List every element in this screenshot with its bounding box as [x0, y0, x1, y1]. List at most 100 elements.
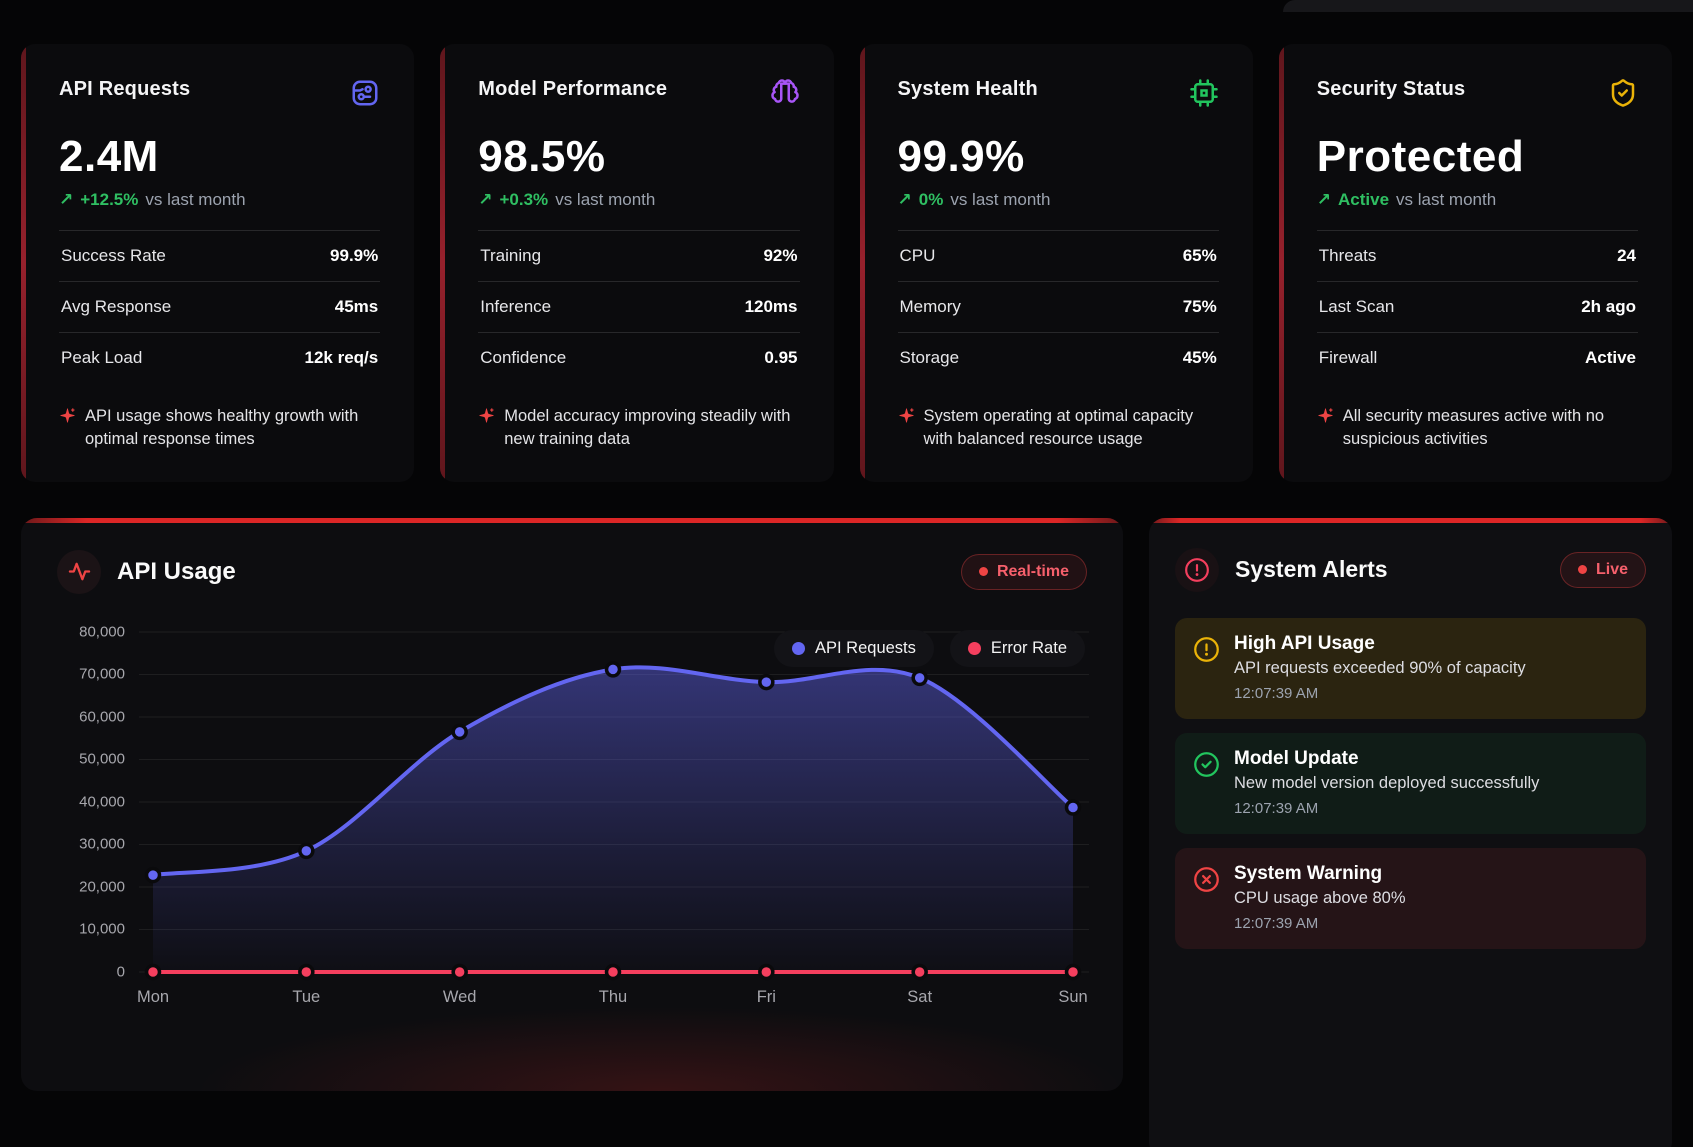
card-value: 2.4M [59, 132, 159, 181]
live-dot-icon [1577, 565, 1587, 575]
data-point[interactable] [758, 963, 775, 981]
x-axis-tick-label: Thu [598, 987, 628, 1006]
chart-y-axis: 0 10,000 20,000 30,000 40,000 50,000 60,000 70,… [57, 620, 139, 1020]
data-point[interactable] [451, 963, 468, 981]
metric-label: Success Rate [61, 246, 166, 265]
card-insight-text: System operating at optimal capacity wit… [923, 407, 1194, 449]
trend-up-arrow-icon: ↗ [59, 190, 74, 209]
cutoff-card-top [1283, 0, 1693, 12]
alert-item-model-update[interactable]: Model Update New model version deployed … [1175, 732, 1646, 834]
sparkle-icon [1317, 407, 1333, 424]
y-axis-tick-label: 80,000 [79, 623, 125, 641]
stat-card-security-status: Security Status Protected ↗ Active vs la… [1278, 44, 1672, 482]
legend-dot-icon [967, 641, 981, 655]
card-accent-bar [1278, 44, 1284, 482]
trend-up-arrow-icon: ↗ [897, 190, 912, 209]
y-axis-tick-label: 30,000 [79, 835, 125, 853]
card-accent-bar [440, 44, 446, 482]
metric-label: Threats [1318, 246, 1377, 265]
live-badge: Live [1559, 551, 1646, 588]
alert-timestamp: 12:07:39 AM [1234, 799, 1319, 817]
x-axis-tick-label: Sat [907, 987, 933, 1006]
x-axis-tick-label: Mon [136, 987, 170, 1006]
delta-value: +0.3% [499, 190, 549, 209]
metric-label: Firewall [1318, 348, 1378, 367]
line-chart: 0 10,000 20,000 30,000 40,000 50,000 60,000 70,… [57, 620, 1089, 1020]
cpu-icon [1190, 79, 1218, 107]
metric-row: Confidence 0.95 [478, 332, 800, 383]
data-point[interactable] [1064, 799, 1082, 816]
data-point[interactable] [144, 866, 162, 884]
alert-item-high-api-usage[interactable]: High API Usage API requests exceeded 90%… [1175, 617, 1646, 719]
metric-value: 45ms [334, 297, 379, 316]
check-circle-icon [1194, 751, 1219, 777]
brain-icon [770, 79, 799, 103]
y-axis-tick-label: 10,000 [79, 920, 125, 938]
metric-value: 120ms [744, 297, 798, 316]
data-point[interactable] [758, 673, 775, 691]
x-axis-tick-label: Sun [1058, 987, 1088, 1006]
metric-value: 45% [1182, 348, 1217, 367]
x-axis-tick-label: Wed [442, 987, 477, 1006]
metric-row: Avg Response 45ms [59, 281, 381, 332]
realtime-badge: Real-time [960, 553, 1087, 590]
delta-note: vs last month [950, 190, 1051, 209]
card-title: Model Performance [478, 78, 668, 100]
alert-title: System Warning [1234, 862, 1383, 884]
data-point[interactable] [1064, 963, 1082, 981]
data-point[interactable] [451, 723, 468, 740]
y-axis-tick-label: 20,000 [79, 878, 125, 896]
alerts-title: System Alerts [1235, 556, 1388, 583]
delta-note: vs last month [1396, 190, 1497, 209]
alert-timestamp: 12:07:39 AM [1234, 684, 1319, 702]
metric-row: Storage 45% [897, 332, 1219, 383]
chart-title: API Usage [117, 557, 236, 585]
chart-plot-area: API Requests Error Rate Mon Tue Wed Thu Fri S… [136, 620, 1089, 1020]
delta-note: vs last month [555, 190, 656, 209]
delta-value: 0% [918, 190, 944, 209]
data-point[interactable] [604, 660, 622, 678]
legend-dot-icon [792, 641, 805, 655]
data-point[interactable] [298, 963, 315, 981]
metric-label: Memory [899, 297, 961, 316]
legend-item-api-requests[interactable]: API Requests [774, 629, 934, 667]
data-point[interactable] [604, 963, 622, 981]
chart-legend: API Requests Error Rate [774, 629, 1085, 667]
delta-note: vs last month [145, 190, 246, 209]
metric-label: Storage [899, 348, 960, 367]
metric-row: Last Scan 2h ago [1316, 281, 1638, 332]
alert-item-system-warning[interactable]: System Warning CPU usage above 80% 12:07… [1175, 847, 1646, 949]
alert-circle-icon [1184, 557, 1210, 583]
alert-message: API requests exceeded 90% of capacity [1234, 658, 1526, 677]
card-accent-bar [21, 44, 26, 482]
alert-circle-icon [1193, 636, 1220, 663]
metric-row: Peak Load 12k req/s [59, 332, 381, 383]
legend-item-error-rate[interactable]: Error Rate [949, 629, 1085, 667]
card-insight-text: API usage shows healthy growth with opti… [85, 407, 359, 449]
metric-label: Training [480, 246, 542, 265]
metric-value: 24 [1617, 246, 1636, 265]
api-usage-panel: API Usage Real-time 0 10,000 20,000 30,000 4… [21, 517, 1123, 1091]
y-axis-tick-label: 60,000 [79, 708, 125, 726]
card-insight-text: Model accuracy improving steadily with n… [504, 407, 791, 449]
data-point[interactable] [144, 963, 162, 981]
alert-message: New model version deployed successfully [1234, 773, 1540, 792]
metric-label: Avg Response [61, 297, 172, 316]
metric-label: Inference [480, 297, 552, 316]
alert-title: Model Update [1234, 747, 1359, 769]
metric-row: Training 92% [478, 230, 800, 281]
card-value: 98.5% [478, 132, 606, 181]
metric-row: Inference 120ms [478, 281, 800, 332]
data-point[interactable] [298, 842, 315, 859]
legend-label: Error Rate [990, 638, 1067, 657]
data-point[interactable] [911, 669, 928, 686]
x-circle-icon [1194, 866, 1219, 892]
metric-row: Firewall Active [1316, 332, 1638, 383]
metric-label: Last Scan [1318, 297, 1395, 316]
y-axis-tick-label: 70,000 [79, 665, 125, 683]
metric-value: 65% [1182, 246, 1217, 265]
data-point[interactable] [911, 963, 928, 981]
card-title: Security Status [1316, 78, 1466, 100]
card-value: Protected [1316, 132, 1525, 181]
